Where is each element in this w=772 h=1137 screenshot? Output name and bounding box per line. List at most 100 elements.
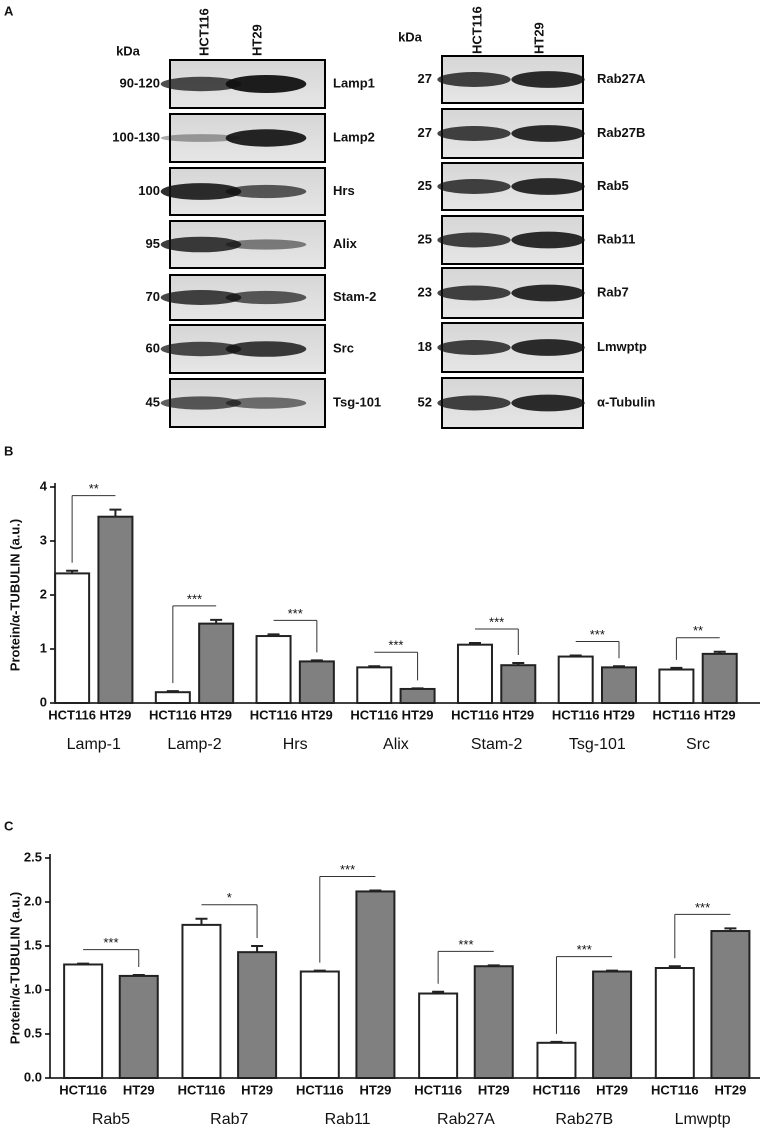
bar: [255, 635, 292, 704]
kda-value: 60: [146, 340, 160, 355]
band: [225, 239, 307, 250]
category-label: Stam-2: [471, 736, 523, 753]
band: [225, 290, 307, 305]
bar: [701, 652, 738, 704]
y-tick-label: 2.5: [24, 849, 42, 864]
bar-label: HT29: [200, 707, 232, 722]
bar: [356, 666, 393, 704]
band: [437, 179, 511, 194]
kda-value: 25: [418, 231, 432, 246]
bar-label: HCT116: [414, 1082, 462, 1097]
bar: [355, 890, 396, 1079]
band: [437, 126, 511, 141]
band: [511, 394, 585, 412]
bar-label: HCT116: [651, 1082, 699, 1097]
error-bar: [512, 662, 525, 666]
significance-bracket: [273, 619, 318, 653]
bar-label: HT29: [603, 707, 635, 722]
band: [511, 284, 585, 302]
bar: [536, 1041, 577, 1080]
significance: ***: [489, 614, 504, 629]
band: [160, 290, 242, 305]
category-label: Tsg-101: [569, 736, 626, 753]
error-bar: [313, 969, 326, 972]
protein-name: Rab27A: [597, 71, 646, 86]
significance-bracket: [319, 876, 376, 963]
bar: [298, 660, 335, 704]
bar: [601, 666, 637, 704]
band: [511, 71, 585, 88]
bar-label: HT29: [301, 707, 333, 722]
lane-label: HCT116: [196, 8, 211, 56]
protein-name: Lamp1: [333, 75, 375, 90]
band: [511, 125, 585, 142]
protein-name: Lamp2: [333, 129, 375, 144]
kda-value: 45: [146, 394, 160, 409]
error-bar: [668, 965, 681, 968]
kda-value: 100: [138, 183, 160, 198]
kda-value: 27: [418, 125, 432, 140]
kda-header: kDa: [116, 43, 141, 58]
error-bar: [432, 990, 445, 994]
band: [160, 183, 242, 200]
y-tick-label: 4: [40, 478, 48, 493]
kda-value: 100-130: [112, 129, 160, 144]
error-bar: [606, 969, 619, 972]
bar: [237, 951, 278, 1079]
significance-bracket: [172, 605, 217, 684]
y-tick-label: 3: [40, 532, 47, 547]
bar-label: HT29: [478, 1082, 510, 1097]
bar: [399, 687, 436, 705]
error-bar: [267, 633, 280, 637]
kda-header: kDa: [398, 29, 423, 44]
band: [160, 236, 242, 253]
significance: **: [89, 481, 99, 496]
bar-label: HCT116: [451, 707, 499, 722]
band: [225, 341, 307, 357]
kda-value: 95: [146, 236, 160, 251]
lane-label: HT29: [531, 22, 546, 54]
bar: [54, 572, 91, 705]
protein-name: Src: [333, 340, 354, 355]
category-label: Lamp-2: [167, 736, 221, 753]
error-bar: [569, 654, 582, 657]
error-bar: [713, 650, 726, 654]
protein-name: Hrs: [333, 183, 355, 198]
kda-value: 52: [418, 394, 432, 409]
bar: [658, 668, 695, 705]
band: [437, 285, 511, 301]
bar: [198, 622, 235, 704]
bar-label: HT29: [100, 707, 132, 722]
bar-label: HT29: [241, 1082, 273, 1097]
bar: [557, 655, 594, 704]
significance-bracket: [83, 949, 140, 968]
bar-label: HT29: [402, 707, 434, 722]
significance: ***: [187, 591, 202, 606]
protein-name: Lmwptp: [597, 339, 647, 354]
panel-label: B: [4, 443, 13, 458]
error-bar: [670, 666, 683, 670]
category-label: Rab5: [92, 1111, 130, 1128]
protein-name: Rab27B: [597, 125, 645, 140]
protein-name: α-Tubulin: [597, 394, 655, 409]
bar-label: HCT116: [296, 1082, 344, 1097]
significance-bracket: [575, 640, 620, 659]
error-bar: [109, 508, 122, 517]
category-label: Lmwptp: [675, 1111, 731, 1128]
significance: ***: [288, 606, 303, 621]
error-bar: [468, 642, 481, 645]
bar-label: HT29: [704, 707, 736, 722]
bar-label: HCT116: [533, 1082, 581, 1097]
bar-label: HT29: [123, 1082, 155, 1097]
significance: ***: [695, 900, 710, 915]
y-tick-label: 1.5: [24, 937, 42, 952]
significance-bracket: [675, 637, 720, 660]
error-bar: [613, 665, 625, 668]
significance-bracket: [555, 956, 613, 1034]
band: [160, 396, 242, 410]
bar-label: HCT116: [59, 1082, 107, 1097]
bar-label: HCT116: [250, 707, 298, 722]
significance: ***: [388, 638, 403, 653]
band: [160, 76, 242, 92]
error-bar: [550, 1040, 563, 1043]
